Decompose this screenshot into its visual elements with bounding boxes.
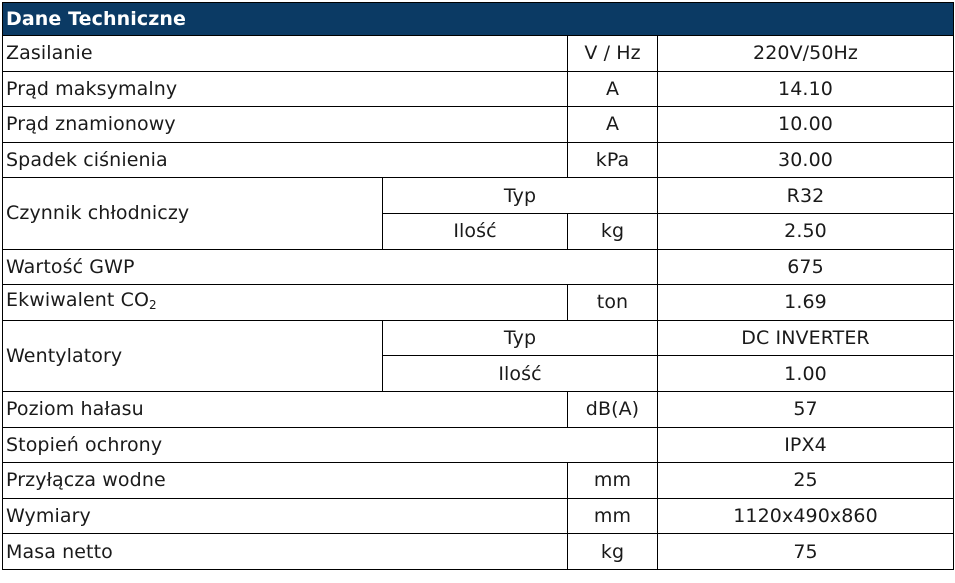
sub-label: Typ	[382, 177, 658, 214]
table-row: Zasilanie V / Hz 220V/50Hz	[2, 35, 955, 72]
row-value: 1.00	[656, 355, 955, 392]
row-value: 25	[656, 462, 955, 499]
row-unit: V / Hz	[567, 35, 658, 72]
table-row: Wentylatory Typ DC INVERTER	[2, 319, 955, 392]
row-label: Wartość GWP	[2, 248, 658, 286]
row-unit: mm	[567, 462, 658, 499]
table-row: Masa netto kg 75	[2, 533, 955, 570]
row-label: Stopień ochrony	[2, 426, 658, 464]
row-unit: kg	[567, 533, 658, 570]
table-header-row: Dane Techniczne	[1, 2, 955, 36]
row-value: 75	[656, 533, 955, 570]
row-unit: mm	[567, 497, 658, 535]
table-row: Ekwiwalent CO2 ton 1.69	[2, 284, 955, 321]
row-unit: A	[567, 70, 658, 108]
table-row: Czynnik chłodniczy Typ R32	[2, 177, 955, 250]
row-value: 1120x490x860	[656, 497, 955, 535]
row-value: 220V/50Hz	[656, 35, 955, 72]
row-label: Prąd maksymalny	[2, 70, 568, 108]
row-value: 2.50	[656, 212, 955, 250]
sub-label: Ilość	[382, 212, 568, 250]
row-value: R32	[656, 177, 955, 214]
row-value: 30.00	[656, 141, 955, 179]
row-unit: kPa	[567, 141, 658, 179]
row-value: 675	[656, 248, 955, 286]
row-value: DC INVERTER	[656, 319, 955, 357]
table-row: Przyłącza wodne mm 25	[2, 462, 955, 499]
table-row: Prąd znamionowy A 10.00	[2, 106, 955, 143]
sub-label: Typ	[382, 319, 658, 357]
table-title: Dane Techniczne	[1, 2, 955, 36]
row-label: Wymiary	[2, 497, 568, 535]
label-text: Ekwiwalent CO	[6, 288, 150, 311]
row-label: Wentylatory	[2, 319, 383, 392]
row-value: 14.10	[656, 70, 955, 108]
subscript: 2	[149, 297, 157, 312]
row-label: Czynnik chłodniczy	[2, 177, 383, 250]
technical-data-table: Dane Techniczne Zasilanie V / Hz 220V/50…	[1, 2, 955, 570]
row-value: 1.69	[656, 284, 955, 321]
row-value: 57	[656, 390, 955, 428]
row-unit: ton	[567, 284, 658, 321]
row-unit: A	[567, 106, 658, 143]
row-label: Zasilanie	[2, 35, 568, 72]
table-row: Stopień ochrony IPX4	[2, 426, 955, 464]
row-label: Masa netto	[2, 533, 568, 570]
table-row: Spadek ciśnienia kPa 30.00	[2, 141, 955, 179]
row-label: Prąd znamionowy	[2, 106, 568, 143]
table-row: Wartość GWP 675	[2, 248, 955, 286]
row-unit: dB(A)	[567, 390, 658, 428]
sub-label: Ilość	[382, 355, 658, 392]
row-label: Spadek ciśnienia	[2, 141, 568, 179]
row-unit: kg	[567, 212, 658, 250]
row-label: Przyłącza wodne	[2, 462, 568, 499]
row-value: 10.00	[656, 106, 955, 143]
table-row: Ilość kg 2.50	[3, 212, 955, 250]
table-row: Poziom hałasu dB(A) 57	[2, 390, 955, 428]
row-label: Poziom hałasu	[2, 390, 568, 428]
table-row: Ilość 1.00	[3, 355, 955, 392]
table-row: Prąd maksymalny A 14.10	[2, 70, 955, 108]
row-label: Ekwiwalent CO2	[2, 284, 568, 321]
table-row: Wymiary mm 1120x490x860	[2, 497, 955, 535]
row-value: IPX4	[656, 426, 955, 464]
